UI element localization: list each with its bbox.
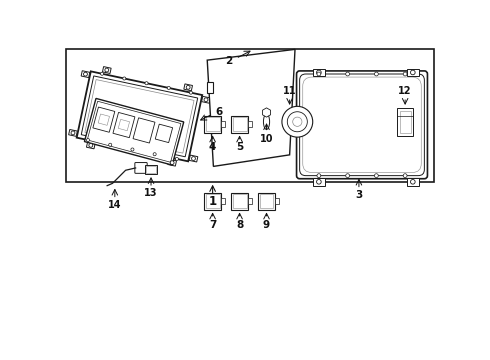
Circle shape	[282, 106, 313, 137]
Polygon shape	[81, 76, 197, 157]
Bar	[407, 178, 419, 186]
Bar	[231, 193, 248, 210]
Polygon shape	[189, 155, 198, 162]
Text: 1: 1	[209, 194, 217, 208]
Circle shape	[411, 70, 415, 75]
Circle shape	[71, 131, 75, 135]
Circle shape	[153, 153, 156, 156]
Bar	[147, 166, 156, 172]
Circle shape	[175, 157, 178, 161]
Circle shape	[317, 180, 321, 184]
Polygon shape	[168, 159, 176, 166]
Text: 12: 12	[398, 86, 412, 96]
Polygon shape	[113, 112, 135, 138]
Polygon shape	[93, 107, 115, 132]
Bar	[145, 165, 157, 174]
Text: 13: 13	[144, 188, 158, 198]
Circle shape	[89, 143, 93, 147]
Ellipse shape	[264, 114, 270, 130]
Circle shape	[192, 157, 196, 161]
Text: 7: 7	[209, 220, 216, 230]
Polygon shape	[207, 49, 295, 166]
Circle shape	[374, 72, 378, 76]
Bar	[206, 117, 220, 131]
Bar	[204, 116, 221, 132]
Circle shape	[317, 70, 321, 75]
Bar	[221, 198, 225, 204]
Circle shape	[287, 112, 307, 132]
FancyBboxPatch shape	[303, 77, 421, 172]
Bar	[233, 194, 246, 208]
Polygon shape	[207, 82, 214, 93]
Polygon shape	[81, 71, 90, 78]
Text: 14: 14	[108, 200, 122, 210]
Text: 2: 2	[225, 56, 232, 66]
Circle shape	[374, 174, 378, 177]
Bar	[221, 121, 225, 127]
Circle shape	[293, 117, 302, 126]
Polygon shape	[102, 67, 111, 73]
Polygon shape	[98, 114, 109, 125]
Circle shape	[317, 174, 321, 177]
Circle shape	[403, 72, 407, 76]
Bar	[231, 116, 248, 132]
Circle shape	[186, 85, 190, 89]
Circle shape	[346, 72, 349, 76]
Polygon shape	[84, 98, 184, 165]
Polygon shape	[133, 118, 155, 143]
Text: 8: 8	[236, 220, 243, 230]
Bar	[204, 193, 221, 210]
Polygon shape	[184, 84, 193, 91]
Bar	[313, 178, 325, 186]
Circle shape	[131, 148, 134, 151]
Bar	[407, 69, 419, 76]
Circle shape	[170, 161, 174, 165]
Bar	[248, 121, 252, 127]
Circle shape	[190, 91, 193, 94]
FancyBboxPatch shape	[135, 163, 147, 173]
Bar	[248, 198, 252, 204]
Circle shape	[346, 174, 349, 177]
Circle shape	[105, 68, 109, 72]
Bar	[400, 111, 411, 132]
Circle shape	[123, 77, 126, 80]
Circle shape	[86, 139, 90, 141]
Circle shape	[317, 72, 321, 76]
Polygon shape	[155, 124, 172, 143]
Text: 4: 4	[209, 142, 216, 152]
FancyBboxPatch shape	[296, 71, 427, 179]
Text: 6: 6	[215, 108, 222, 117]
Polygon shape	[202, 96, 210, 103]
Bar	[260, 194, 273, 208]
Polygon shape	[77, 71, 202, 161]
Polygon shape	[118, 120, 129, 131]
Text: 3: 3	[355, 190, 363, 200]
Circle shape	[167, 86, 171, 90]
Circle shape	[411, 180, 415, 184]
FancyBboxPatch shape	[300, 74, 424, 176]
Bar	[206, 194, 220, 208]
Text: 11: 11	[283, 86, 296, 96]
Polygon shape	[86, 142, 95, 149]
Circle shape	[100, 72, 103, 75]
Bar	[275, 198, 279, 204]
Circle shape	[83, 72, 87, 76]
Circle shape	[204, 98, 208, 102]
Polygon shape	[87, 101, 181, 162]
Bar	[258, 193, 275, 210]
Circle shape	[109, 143, 112, 146]
Circle shape	[403, 174, 407, 177]
Polygon shape	[85, 80, 194, 153]
Bar	[66, 49, 434, 182]
Circle shape	[145, 82, 148, 85]
Bar	[313, 69, 325, 76]
Bar	[233, 117, 246, 131]
Text: 10: 10	[260, 134, 273, 144]
Text: 5: 5	[236, 142, 243, 152]
Text: 9: 9	[263, 220, 270, 230]
Bar	[397, 108, 413, 136]
Polygon shape	[69, 130, 77, 136]
